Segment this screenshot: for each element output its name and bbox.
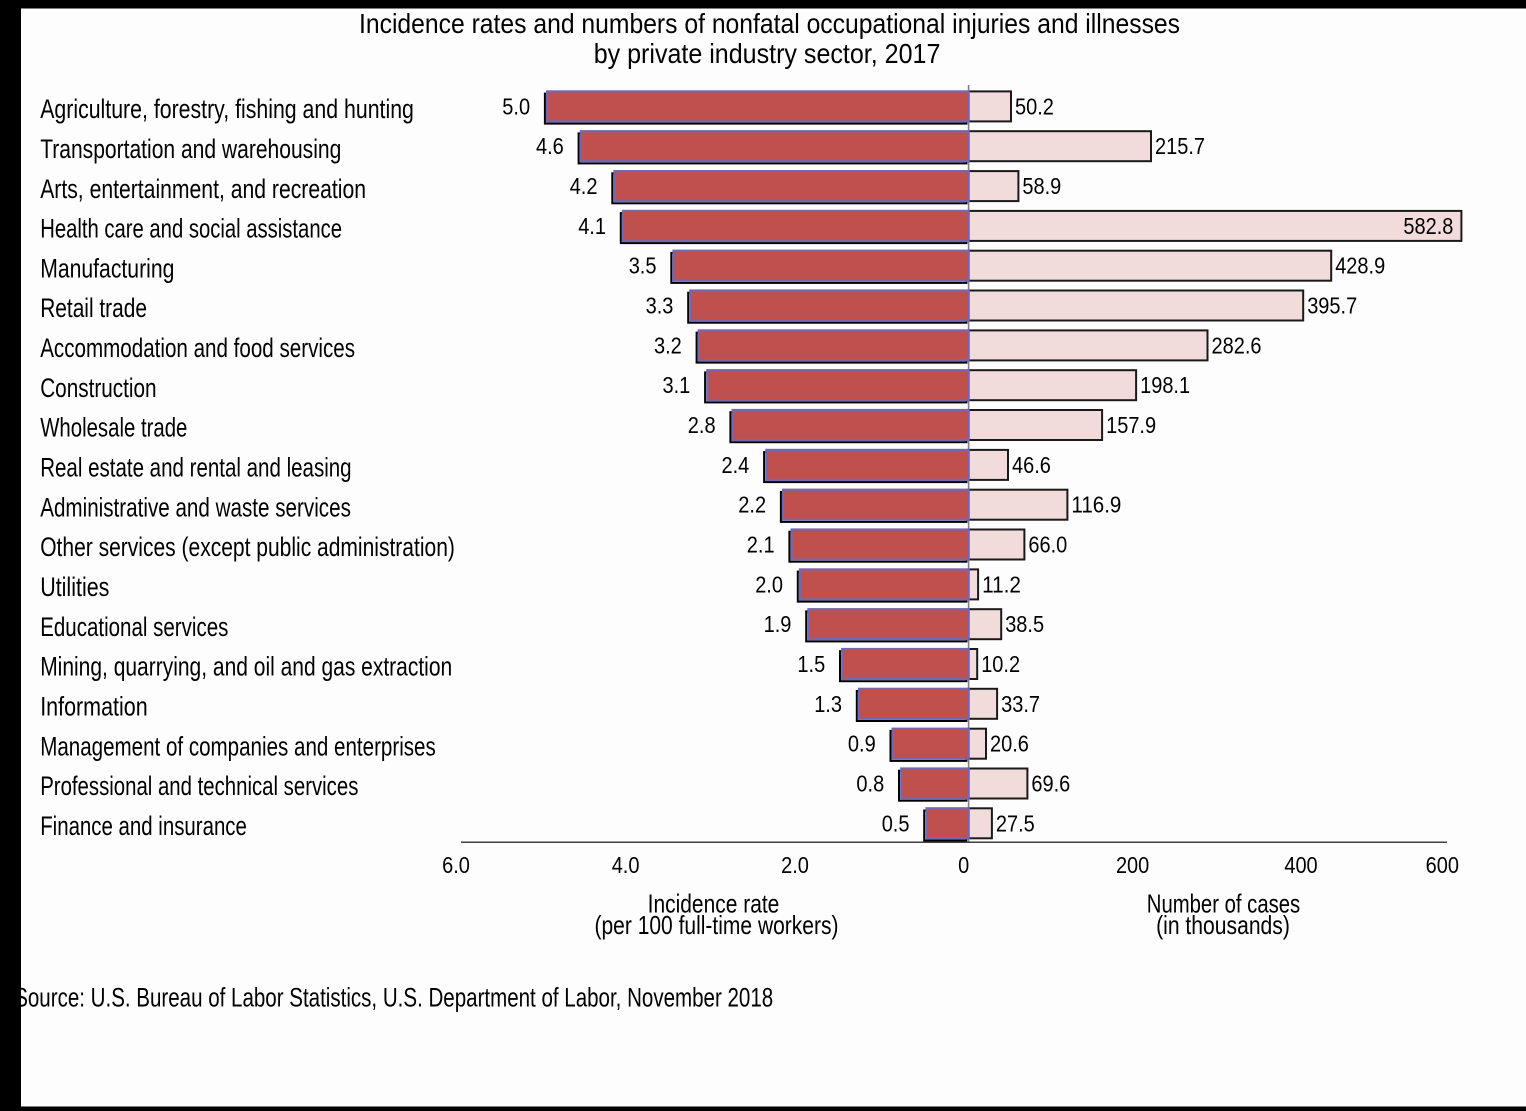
svg-text:Number of cases: Number of cases [1147,889,1300,919]
svg-text:Arts, entertainment, and recre: Arts, entertainment, and recreation [40,174,366,204]
svg-text:5.0: 5.0 [502,93,530,119]
svg-text:3.3: 3.3 [646,293,674,319]
svg-text:Real estate and rental and lea: Real estate and rental and leasing [40,453,351,483]
svg-text:Agriculture, forestry, fishing: Agriculture, forestry, fishing and hunti… [40,94,414,124]
svg-text:Professional and technical ser: Professional and technical services [40,771,358,801]
svg-text:Transportation and warehousing: Transportation and warehousing [40,134,341,164]
svg-text:0.8: 0.8 [856,771,884,797]
svg-text:116.9: 116.9 [1071,492,1121,518]
svg-text:200: 200 [1116,852,1149,878]
svg-text:(per 100 full-time workers): (per 100 full-time workers) [595,910,839,940]
svg-text:27.5: 27.5 [996,810,1035,836]
svg-text:Utilities: Utilities [40,572,109,602]
svg-text:46.6: 46.6 [1012,452,1051,478]
svg-text:58.9: 58.9 [1022,173,1061,199]
svg-text:Finance and insurance: Finance and insurance [40,811,247,841]
svg-text:4.2: 4.2 [570,173,598,199]
svg-text:3.5: 3.5 [629,253,657,279]
svg-text:4.0: 4.0 [612,852,640,878]
svg-text:1.5: 1.5 [797,651,825,677]
svg-text:Construction: Construction [40,373,156,403]
svg-text:600: 600 [1426,852,1459,878]
svg-text:Wholesale trade: Wholesale trade [40,413,187,443]
svg-text:2.8: 2.8 [688,412,716,438]
svg-text:2.1: 2.1 [747,532,775,558]
svg-text:400: 400 [1284,852,1317,878]
svg-text:3.2: 3.2 [654,332,682,358]
svg-text:69.6: 69.6 [1031,771,1070,797]
svg-text:6.0: 6.0 [442,852,470,878]
svg-text:Source: U.S. Bureau of Labor S: Source: U.S. Bureau of Labor Statistics,… [14,983,773,1013]
svg-text:3.1: 3.1 [663,372,691,398]
svg-text:Accommodation and food service: Accommodation and food services [40,333,355,363]
svg-text:2.2: 2.2 [738,492,766,518]
svg-text:(in thousands): (in thousands) [1156,910,1290,940]
svg-text:Management of companies and en: Management of companies and enterprises [40,731,436,761]
svg-text:Mining, quarrying, and oil and: Mining, quarrying, and oil and gas extra… [40,652,452,682]
svg-text:Educational services: Educational services [40,612,228,642]
svg-text:Manufacturing: Manufacturing [40,253,174,283]
svg-text:0.5: 0.5 [882,810,910,836]
svg-text:157.9: 157.9 [1106,412,1156,438]
svg-text:Health care and social assista: Health care and social assistance [40,214,342,244]
svg-text:38.5: 38.5 [1005,611,1044,637]
svg-text:2.0: 2.0 [781,852,809,878]
svg-text:10.2: 10.2 [981,651,1020,677]
svg-text:Other services (except public: Other services (except public administra… [40,532,455,562]
svg-text:2.0: 2.0 [755,571,783,597]
svg-text:Incidence rates and numbers of: Incidence rates and numbers of nonfatal … [359,8,1180,39]
svg-text:395.7: 395.7 [1307,293,1357,319]
svg-text:Retail trade: Retail trade [40,293,147,323]
svg-text:1.3: 1.3 [814,691,842,717]
svg-text:4.1: 4.1 [578,213,606,239]
svg-text:582.8: 582.8 [1403,213,1453,239]
svg-text:1.9: 1.9 [764,611,792,637]
svg-text:66.0: 66.0 [1028,532,1067,558]
svg-text:0: 0 [958,852,969,878]
svg-text:11.2: 11.2 [982,571,1021,597]
svg-text:428.9: 428.9 [1335,253,1385,279]
svg-text:282.6: 282.6 [1212,332,1262,358]
svg-text:Administrative and waste servi: Administrative and waste services [40,492,351,522]
svg-text:198.1: 198.1 [1140,372,1190,398]
svg-text:Incidence rate: Incidence rate [648,889,780,919]
svg-text:2.4: 2.4 [722,452,750,478]
svg-text:33.7: 33.7 [1001,691,1040,717]
svg-text:4.6: 4.6 [536,133,564,159]
svg-text:20.6: 20.6 [990,731,1029,757]
svg-text:by private industry sector, 20: by private industry sector, 2017 [594,38,941,69]
svg-text:Information: Information [40,692,148,722]
svg-text:215.7: 215.7 [1155,133,1205,159]
svg-text:0.9: 0.9 [848,731,876,757]
svg-text:50.2: 50.2 [1015,93,1054,119]
